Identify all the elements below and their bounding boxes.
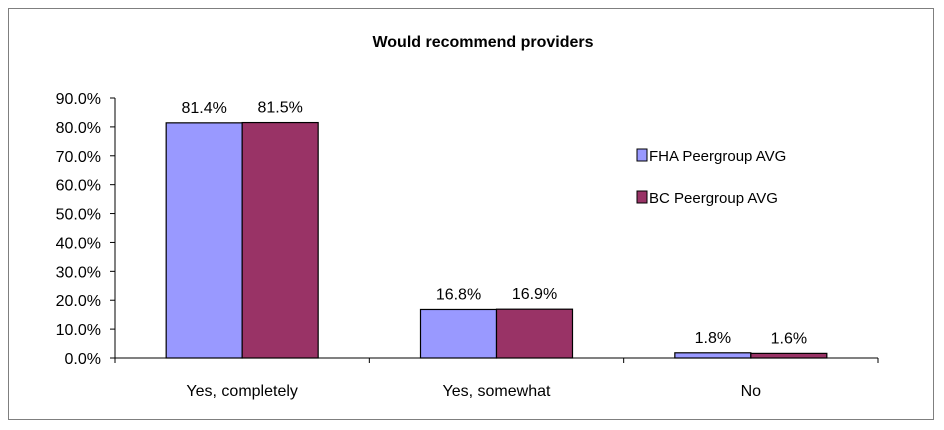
legend-swatch bbox=[636, 190, 648, 204]
y-tick-label: 80.0% bbox=[56, 120, 101, 137]
y-axis: 0.0% 10.0% 20.0% 30.0% 40.0% 50.0% 60.0% 70.0% 8… bbox=[56, 91, 116, 368]
bars-group bbox=[165, 121, 828, 359]
x-tick-label: No bbox=[741, 383, 762, 400]
bar-bc bbox=[750, 352, 828, 359]
data-label: 81.4% bbox=[181, 100, 226, 117]
y-tick-label: 10.0% bbox=[56, 322, 101, 339]
bar-bc bbox=[241, 121, 319, 359]
y-tick-label: 70.0% bbox=[56, 149, 101, 166]
chart-title: Would recommend providers bbox=[372, 34, 593, 51]
data-labels-group: 81.4% 81.5% 16.8% 16.9% 1.8% 1.6% bbox=[181, 100, 807, 348]
bar-fha bbox=[674, 352, 752, 359]
legend-swatch bbox=[636, 148, 648, 162]
bar-bc bbox=[495, 308, 574, 359]
data-label: 16.8% bbox=[436, 286, 481, 303]
y-tick-label: 90.0% bbox=[56, 91, 101, 108]
y-tick-label: 0.0% bbox=[65, 351, 101, 368]
bar-fha bbox=[165, 122, 243, 359]
data-label: 1.8% bbox=[695, 330, 731, 347]
data-label: 81.5% bbox=[257, 100, 302, 117]
x-axis: Yes, completely Yes, somewhat No bbox=[114, 357, 879, 400]
legend-label: BC Peergroup AVG bbox=[649, 190, 778, 207]
legend-label: FHA Peergroup AVG bbox=[649, 148, 786, 165]
data-label: 16.9% bbox=[512, 286, 557, 303]
y-tick-label: 50.0% bbox=[56, 207, 101, 224]
legend: FHA Peergroup AVG BC Peergroup AVG bbox=[636, 148, 786, 207]
y-tick-label: 60.0% bbox=[56, 178, 101, 195]
y-tick-label: 30.0% bbox=[56, 264, 101, 281]
y-tick-label: 20.0% bbox=[56, 293, 101, 310]
x-tick-label: Yes, completely bbox=[186, 383, 297, 400]
y-tick-label: 40.0% bbox=[56, 235, 101, 252]
data-label: 1.6% bbox=[771, 330, 807, 347]
x-tick-label: Yes, somewhat bbox=[443, 383, 551, 400]
bar-fha bbox=[419, 308, 498, 359]
